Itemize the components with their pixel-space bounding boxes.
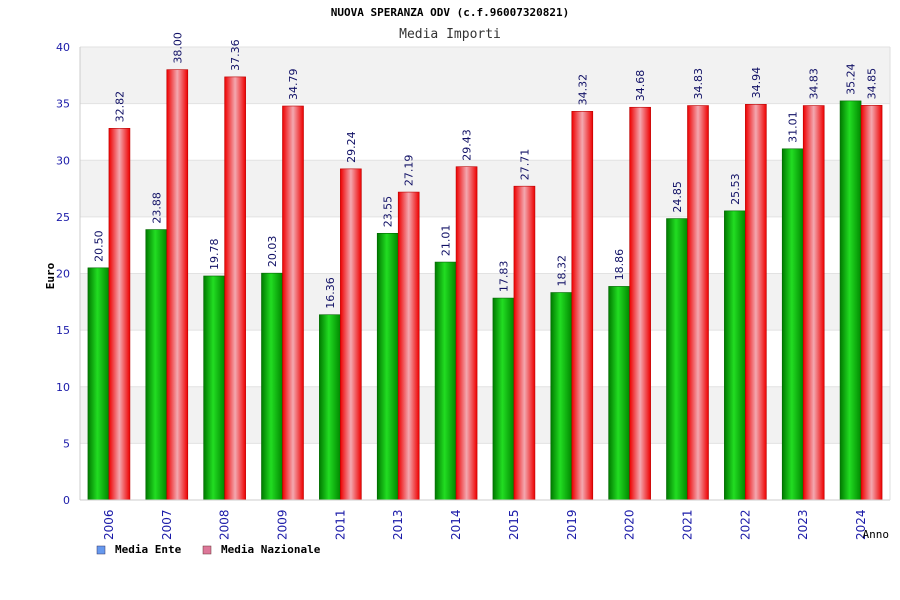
bar-media-ente-2014 [434,261,457,501]
x-axis-label: Anno [863,528,890,541]
x-tick-label: 2019 [565,509,579,540]
grid-band [80,160,890,217]
value-label: 29.24 [345,131,358,163]
x-tick-label: 2024 [854,509,868,540]
value-label: 23.88 [150,192,163,224]
bar-media-ente-2013 [376,232,399,501]
bar-media-nazionale-2007 [166,69,189,501]
tick-labels: 0 5 10 15 20 25 30 35 40 2006 2007 2008 2009 2011 2013… [56,41,868,540]
value-label: 34.94 [750,67,763,99]
value-label: 19.78 [208,238,221,270]
grid-band [80,273,890,331]
bar-media-ente-2006 [87,267,110,501]
value-label: 23.55 [382,196,395,228]
bars [87,69,883,501]
legend-label-media-ente: Media Ente [115,543,182,556]
axes [79,47,891,501]
chart-title: NUOVA SPERANZA ODV (c.f.96007320821) [331,6,569,19]
value-label: 18.32 [555,255,568,287]
x-tick-label: 2022 [738,509,752,540]
value-labels: 20.50 32.82 23.88 38.00 19.78 37.36 20.03 34.79… [92,32,878,309]
x-tick-label: 2008 [218,509,232,540]
bar-media-ente-2024 [839,100,862,501]
x-tick-label: 2020 [623,509,637,540]
value-label: 32.82 [113,91,126,123]
value-label: 31.01 [787,111,800,143]
bar-media-nazionale-2015 [513,185,536,501]
bar-media-ente-2023 [781,148,804,501]
bar-media-ente-2011 [319,314,341,501]
bar-media-nazionale-2006 [108,128,131,501]
value-label: 29.43 [461,129,474,161]
y-tick-label: 5 [63,437,70,450]
bar-media-ente-2020 [608,286,630,501]
value-label: 18.86 [613,249,626,281]
value-label: 34.83 [808,68,821,100]
legend-swatch-media-ente [96,545,106,555]
y-tick-label: 35 [56,98,70,111]
chart-subtitle: Media Importi [399,27,501,42]
bar-media-ente-2008 [203,275,225,501]
x-tick-label: 2009 [276,509,290,540]
value-label: 20.03 [266,236,279,268]
value-label: 25.53 [729,173,742,205]
bar-media-nazionale-2020 [629,106,651,501]
y-tick-label: 15 [56,324,70,337]
legend-label-media-nazionale: Media Nazionale [221,543,321,556]
y-tick-label: 20 [56,268,70,281]
value-label: 37.36 [229,39,242,71]
bar-media-ente-2022 [724,210,746,501]
y-tick-label: 40 [56,41,70,54]
x-tick-label: 2013 [391,509,405,540]
bar-media-nazionale-2009 [282,105,304,501]
value-label: 27.71 [518,149,531,181]
value-label: 16.36 [324,277,337,309]
legend-swatch-media-nazionale [202,545,212,555]
value-label: 34.68 [634,70,647,102]
value-label: 20.50 [92,230,105,262]
value-label: 34.79 [287,69,300,101]
bar-media-ente-2019 [550,292,573,501]
bar-media-ente-2007 [145,229,168,501]
x-tick-label: 2014 [449,509,463,540]
y-axis-label: Euro [44,262,57,289]
value-label: 34.85 [866,68,879,100]
bar-media-nazionale-2022 [745,104,767,501]
bar-media-nazionale-2023 [802,105,825,501]
bar-media-nazionale-2011 [340,168,362,501]
y-tick-label: 0 [63,494,70,507]
bar-media-ente-2009 [261,272,283,501]
x-tick-label: 2015 [507,509,521,540]
bar-media-ente-2021 [666,218,688,501]
y-tick-label: 30 [56,154,70,167]
x-tick-label: 2021 [681,509,695,540]
bar-media-nazionale-2024 [860,105,883,501]
x-tick-label: 2023 [796,509,810,540]
x-tick-label: 2006 [102,509,116,540]
x-tick-label: 2011 [333,509,347,540]
legend: Media Ente Media Nazionale [96,543,321,556]
grid-band [80,386,890,444]
bar-media-nazionale-2013 [397,191,420,501]
bar-media-nazionale-2019 [571,111,594,501]
value-label: 34.32 [576,74,589,106]
value-label: 34.83 [692,68,705,100]
x-tick-label: 2007 [160,509,174,540]
bar-media-nazionale-2014 [455,166,478,501]
value-label: 21.01 [440,225,453,257]
y-tick-label: 25 [56,211,70,224]
value-label: 35.24 [845,63,858,95]
bar-media-nazionale-2021 [687,105,709,501]
bar-media-nazionale-2008 [224,76,246,501]
value-label: 24.85 [671,181,684,213]
value-label: 27.19 [403,155,416,187]
grid-band [80,47,890,104]
bar-media-ente-2015 [492,297,515,501]
value-label: 17.83 [497,261,510,293]
y-tick-label: 10 [56,381,70,394]
value-label: 38.00 [171,32,184,64]
